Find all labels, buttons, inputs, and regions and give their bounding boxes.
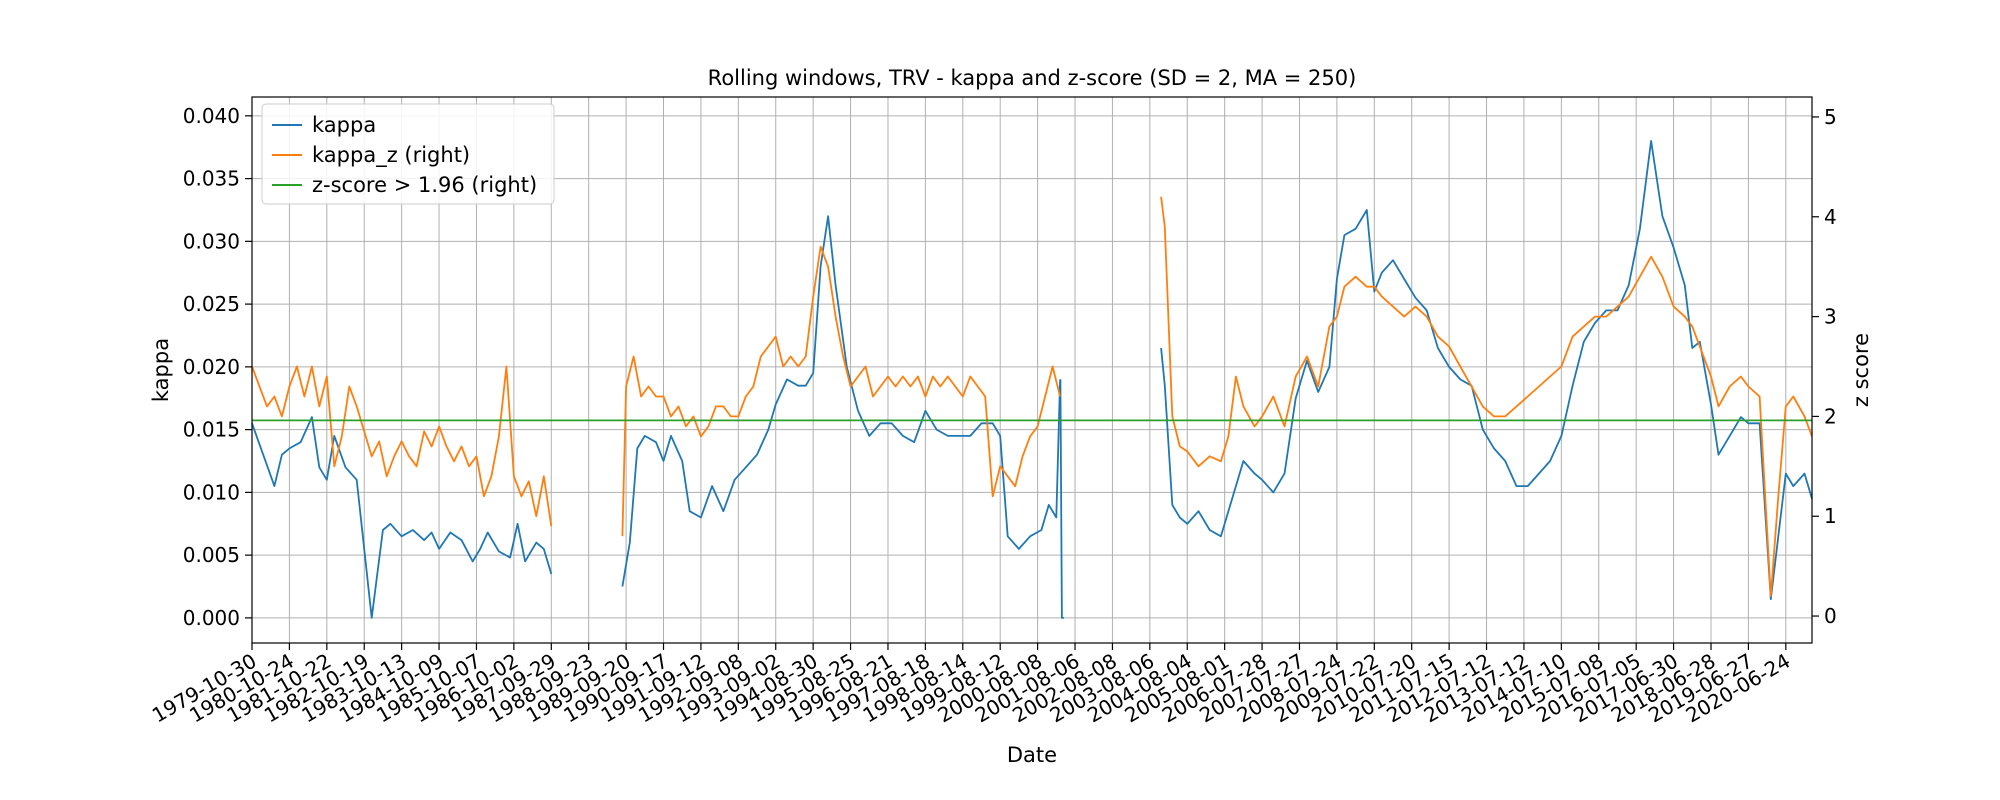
y-tick-label: 0.015 [183, 418, 240, 442]
y-right-tick-label: 1 [1824, 504, 1837, 528]
x-axis-label: Date [1007, 743, 1057, 767]
legend-entry: kappa [312, 113, 376, 137]
x-axis: 1979-10-301980-10-241981-10-221982-10-19… [148, 643, 1794, 727]
y-right-tick-label: 0 [1824, 604, 1837, 628]
series-line-1-1 [621, 245, 1061, 537]
series-line-1-0 [251, 365, 553, 527]
y-axis-right-label: z score [1849, 333, 1873, 407]
legend-entry: z-score > 1.96 (right) [312, 173, 537, 197]
y-right-tick-label: 5 [1824, 105, 1837, 129]
legend-box [261, 103, 555, 205]
y-tick-label: 0.000 [183, 606, 240, 630]
plot-frame [251, 96, 1813, 644]
series-line-1-2 [1160, 196, 1813, 597]
series-line-0-0 [251, 416, 553, 619]
y-axis-left: 0.000 0.005 0.010 0.015 0.020 0.025 0.030 0.035… [183, 104, 252, 630]
y-right-tick-label: 4 [1824, 205, 1837, 229]
plot-area [251, 139, 1813, 619]
y-tick-label: 0.035 [183, 167, 240, 191]
legend-entry: kappa_z (right) [312, 143, 470, 168]
y-right-tick-label: 3 [1824, 305, 1837, 329]
chart-title: Rolling windows, TRV - kappa and z-score… [708, 66, 1357, 90]
y-tick-label: 0.020 [183, 355, 240, 379]
series-line-0-2 [1059, 379, 1064, 619]
y-tick-label: 0.025 [183, 292, 240, 316]
y-tick-label: 0.005 [183, 543, 240, 567]
y-tick-label: 0.040 [183, 104, 240, 128]
y-axis-label: kappa [149, 338, 173, 402]
y-right-tick-label: 2 [1824, 404, 1837, 428]
y-tick-label: 0.010 [183, 480, 240, 504]
y-axis-right: 0 1 2 3 4 5 [1812, 105, 1837, 628]
series-line-0-1 [621, 215, 1061, 587]
series-line-0-3 [1160, 139, 1813, 600]
y-tick-label: 0.030 [183, 229, 240, 253]
legend: kappa kappa_z (right) z-score > 1.96 (righ… [261, 103, 555, 205]
